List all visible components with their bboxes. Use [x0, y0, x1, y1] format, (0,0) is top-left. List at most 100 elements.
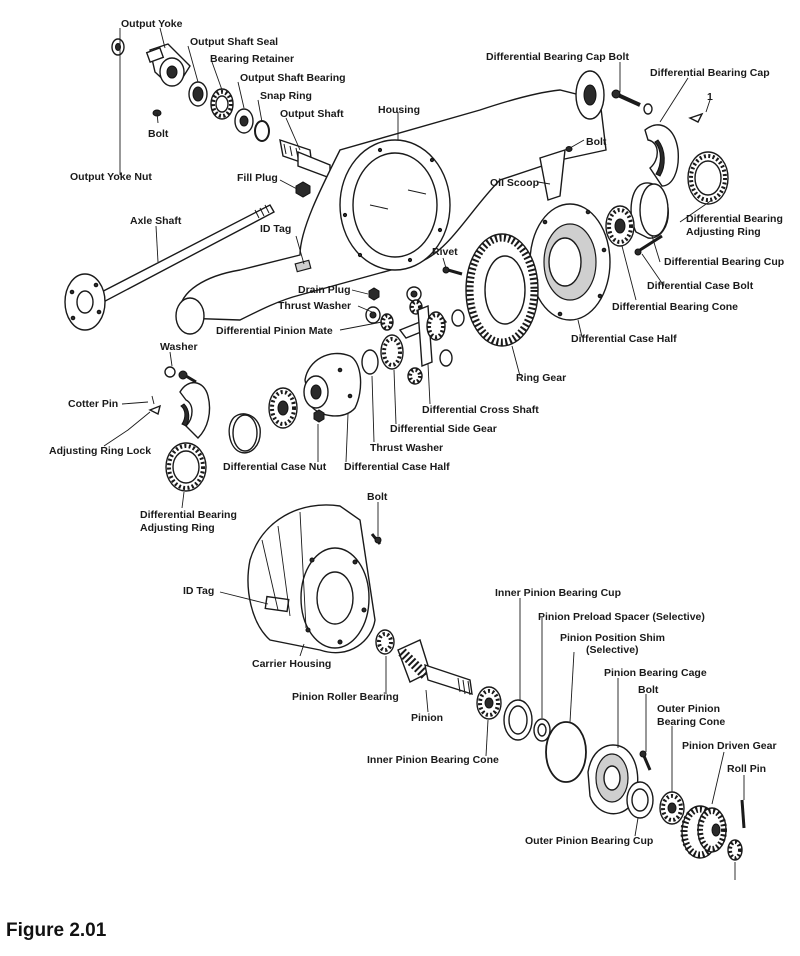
label-rivet: Rivet [432, 246, 458, 258]
label-axle-shaft: Axle Shaft [130, 215, 182, 227]
label-carrier-housing: Carrier Housing [252, 658, 331, 670]
adj-ring-bottom-part [165, 442, 207, 492]
carrier-bolt-part [370, 533, 382, 545]
output-shaft-bearing-part [234, 108, 254, 134]
position-shim-part [545, 721, 587, 783]
diff-bearing-cone-part [605, 205, 635, 247]
callout-labels: Output Yoke Output Shaft Seal Bearing Re… [49, 18, 786, 847]
diff-case-nut-part [313, 409, 325, 423]
label-diff-cross-shaft: Differential Cross Shaft [422, 404, 539, 416]
label-adj-ring-bottom-line1: Differential Bearing [140, 509, 237, 521]
label-diff-bearing-adjusting-ring-top: Differential Bearing Adjusting Ring [686, 213, 786, 238]
inner-pinion-cup-part [503, 699, 533, 741]
label-housing: Housing [378, 104, 420, 116]
label-drain-plug: Drain Plug [298, 284, 351, 296]
label-outer-pinion-bearing-cone: Outer Pinion Bearing Cone [657, 703, 725, 728]
label-id-tag-carrier: ID Tag [183, 585, 214, 597]
label-pinion-bearing-cage: Pinion Bearing Cage [604, 667, 707, 679]
carrier-housing-part [247, 504, 376, 654]
inner-pinion-cone-part [476, 686, 502, 720]
fill-plug-part [295, 181, 311, 198]
outer-pinion-cup-part [626, 781, 654, 819]
output-shaft-part [279, 138, 331, 180]
label-diff-side-gear: Differential Side Gear [390, 423, 497, 435]
preload-spacer-part [533, 718, 551, 742]
roll-pin-part [727, 799, 746, 861]
label-output-shaft: Output Shaft [280, 108, 344, 120]
cap-lock-part [688, 112, 704, 123]
differential-gears-part [361, 286, 465, 385]
diff-case-bolt-part [634, 234, 663, 256]
label-oil-scoop: Oil Scoop [490, 177, 539, 189]
label-diff-case-half-top: Differential Case Half [571, 333, 677, 345]
label-numeral-one: 1 [707, 91, 713, 103]
label-output-shaft-bearing: Output Shaft Bearing [240, 72, 346, 84]
bearing-retainer-part [210, 88, 234, 120]
washer-left-part [164, 366, 197, 384]
label-outer-cone-line1: Outer Pinion [657, 703, 720, 715]
label-shim-line1: Pinion Position Shim [560, 632, 665, 644]
label-bolt-top: Bolt [148, 128, 169, 140]
output-yoke-part [145, 43, 191, 87]
label-washer: Washer [160, 341, 198, 353]
pinion-bearing-cage-part [587, 744, 639, 815]
label-fill-plug: Fill Plug [237, 172, 278, 184]
label-shim-line2: (Selective) [586, 644, 639, 656]
axle-shaft-part [64, 204, 275, 331]
label-bolt-cage: Bolt [638, 684, 659, 696]
adj-ring-top-part [687, 151, 729, 205]
diff-bearing-cup-part [630, 182, 669, 239]
label-diff-bearing-cap-bolt: Differential Bearing Cap Bolt [486, 51, 629, 63]
label-adj-ring-top-line1: Differential Bearing [686, 213, 783, 225]
label-diff-case-nut: Differential Case Nut [223, 461, 327, 473]
label-id-tag-top: ID Tag [260, 223, 291, 235]
label-diff-bearing-cup: Differential Bearing Cup [664, 256, 784, 268]
label-bolt-carrier: Bolt [367, 491, 388, 503]
label-adj-ring-bottom-line2: Adjusting Ring [140, 522, 215, 534]
oil-scoop-part [539, 146, 573, 201]
snap-ring-part [254, 120, 270, 142]
pinion-driven-gear-part [680, 805, 727, 859]
diff-case-half-bottom-part [303, 352, 362, 417]
leader-lines [103, 27, 745, 880]
label-pinion-roller-bearing: Pinion Roller Bearing [292, 691, 399, 703]
label-ring-gear: Ring Gear [516, 372, 566, 384]
label-bolt-scoop: Bolt [586, 136, 607, 148]
label-output-yoke-nut: Output Yoke Nut [70, 171, 152, 183]
figure-caption: Figure 2.01 [6, 920, 107, 941]
output-yoke-nut-part [111, 38, 125, 56]
diff-case-half-top-part [529, 203, 611, 321]
label-diff-case-half-bottom: Differential Case Half [344, 461, 450, 473]
label-thrust-washer-bottom: Thrust Washer [370, 442, 443, 454]
outer-pinion-cone-part [659, 791, 685, 825]
label-pinion-preload-spacer: Pinion Preload Spacer (Selective) [538, 611, 705, 623]
label-cotter-pin: Cotter Pin [68, 398, 118, 410]
label-inner-pinion-bearing-cone: Inner Pinion Bearing Cone [367, 754, 499, 766]
label-output-yoke: Output Yoke [121, 18, 183, 30]
diff-bearing-cap-part [644, 124, 679, 187]
label-pinion: Pinion [411, 712, 443, 724]
label-inner-pinion-bearing-cup: Inner Pinion Bearing Cup [495, 587, 621, 599]
label-diff-case-bolt: Differential Case Bolt [647, 280, 754, 292]
label-adj-ring-top-line2: Adjusting Ring [686, 226, 761, 238]
label-output-shaft-seal: Output Shaft Seal [190, 36, 278, 48]
label-snap-ring: Snap Ring [260, 90, 312, 102]
drain-plug-part [368, 287, 380, 301]
rivet-part [442, 266, 463, 276]
label-pinion-position-shim: Pinion Position Shim (Selective) [560, 632, 668, 656]
cap-left-part [148, 382, 211, 439]
label-diff-bearing-cone: Differential Bearing Cone [612, 301, 738, 313]
label-outer-pinion-bearing-cup: Outer Pinion Bearing Cup [525, 835, 653, 847]
label-bearing-retainer: Bearing Retainer [210, 53, 294, 65]
ring-gear-part [465, 233, 539, 347]
label-adjusting-ring-lock: Adjusting Ring Lock [49, 445, 151, 457]
label-diff-bearing-adjusting-ring-bottom: Differential Bearing Adjusting Ring [140, 509, 240, 534]
label-roll-pin: Roll Pin [727, 763, 766, 775]
cage-bolt-part [639, 750, 652, 771]
output-shaft-seal-part [188, 81, 208, 107]
label-outer-cone-line2: Bearing Cone [657, 716, 725, 728]
label-diff-pinion-mate: Differential Pinion Mate [216, 325, 333, 337]
pinion-part [397, 639, 473, 696]
yoke-bolt-part [152, 109, 162, 124]
